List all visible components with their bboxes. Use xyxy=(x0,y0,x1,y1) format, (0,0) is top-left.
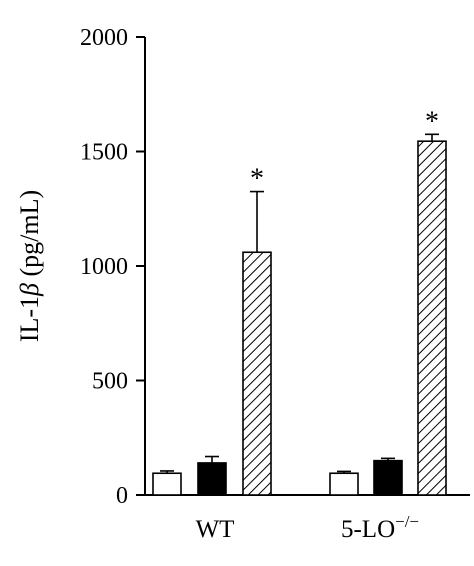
bar xyxy=(329,472,359,496)
bar xyxy=(417,140,447,496)
bar xyxy=(152,472,182,496)
bar xyxy=(373,459,403,496)
y-tick-label: 500 xyxy=(92,369,128,395)
y-tick-label: 1000 xyxy=(80,254,128,280)
significance-mark: * xyxy=(250,164,264,195)
bar xyxy=(197,462,227,496)
y-axis-label-unit: (pg/mL) xyxy=(15,190,44,283)
significance-mark: * xyxy=(425,106,439,137)
y-axis-label: IL-1β (pg/mL) xyxy=(15,190,44,342)
bar xyxy=(242,251,272,496)
y-tick-label: 1500 xyxy=(80,140,128,166)
y-tick-label: 2000 xyxy=(80,25,128,51)
svg-text:IL-1β (pg/mL): IL-1β (pg/mL) xyxy=(15,190,44,342)
y-tick-label: 0 xyxy=(116,483,128,509)
y-axis-label-symbol: β xyxy=(15,283,44,297)
x-tick-label: 5-LO−/− xyxy=(341,512,419,543)
x-tick-label: WT xyxy=(196,516,235,543)
y-axis-label-prefix: IL-1 xyxy=(15,296,44,342)
